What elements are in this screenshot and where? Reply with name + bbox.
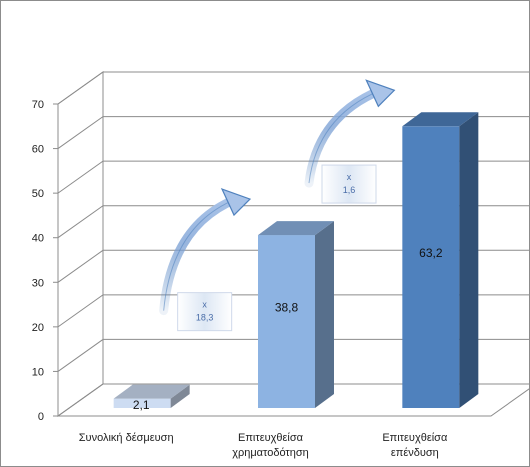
bar-side: [459, 112, 479, 409]
y-tick-label: 0: [38, 411, 44, 423]
multiplier-value: 18,3: [196, 313, 214, 323]
gridline: [57, 71, 529, 105]
multiplier-symbol: x: [202, 300, 207, 310]
gridline: [57, 294, 529, 328]
bar-top: [258, 221, 334, 236]
multiplier-value: 1,6: [343, 185, 356, 195]
bar: [113, 384, 190, 408]
x-axis-categories: Συνολική δέσμευση Επιτευχθείσα χρηματοδότη…: [79, 432, 448, 459]
multiplier-symbol: x: [347, 172, 352, 182]
gridline: [57, 249, 529, 283]
bar-top: [113, 384, 190, 399]
category-label-line: χρηματοδότηση: [232, 447, 309, 459]
multiplier-box: [177, 292, 233, 332]
bar-side: [315, 221, 334, 408]
growth-arrow-outline: [163, 198, 237, 311]
y-tick-label: 50: [32, 188, 44, 200]
bar-value-label: 2,1: [133, 398, 150, 412]
category-label-line: Συνολική δέσμευση: [79, 432, 174, 444]
bar-front: [258, 235, 315, 408]
y-tick-label: 30: [32, 277, 44, 289]
category-label: Επιτευχθείσα επένδυση: [382, 432, 448, 459]
growth-arrow-head: [365, 79, 396, 108]
bar-front: [402, 126, 460, 409]
growth-arrows: x 18,3 x 1,6: [159, 79, 396, 332]
data-labels: 2,1 38,8 63,2: [133, 246, 443, 412]
category-label-line: επένδυση: [391, 447, 439, 459]
y-tick-label: 70: [32, 99, 44, 111]
category-label-line: Επιτευχθείσα: [382, 432, 448, 444]
side-wall: [57, 71, 104, 417]
y-tick-label: 10: [32, 366, 44, 378]
category-label-line: Επιτευχθείσα: [238, 432, 304, 444]
gridline: [57, 116, 529, 149]
multiplier-box: [321, 164, 377, 204]
growth-arrow: x 1,6: [304, 79, 396, 204]
gridline: [57, 338, 529, 372]
gridlines: [57, 71, 529, 417]
bar: [258, 221, 334, 408]
category-label: Συνολική δέσμευση: [79, 432, 174, 444]
bar-top: [402, 112, 479, 127]
bar-value-label: 63,2: [419, 246, 443, 260]
growth-arrow-outline: [308, 89, 381, 184]
gridline: [57, 160, 529, 194]
category-label: Επιτευχθείσα χρηματοδότηση: [232, 432, 309, 459]
bar-side: [170, 384, 190, 408]
bar: [402, 112, 479, 409]
growth-arrow: x 18,3: [159, 188, 252, 332]
bar-value-label: 38,8: [275, 301, 299, 315]
growth-arrow-head: [220, 188, 252, 217]
bar-front: [113, 398, 171, 408]
gridline: [57, 383, 529, 417]
gridline: [57, 205, 529, 239]
y-axis-ticks: 0 10 20 30 40 50 60 70: [32, 99, 59, 423]
y-tick-label: 40: [32, 233, 44, 245]
bars: [113, 112, 479, 409]
y-tick-label: 20: [32, 322, 44, 334]
y-tick-label: 60: [32, 144, 44, 156]
